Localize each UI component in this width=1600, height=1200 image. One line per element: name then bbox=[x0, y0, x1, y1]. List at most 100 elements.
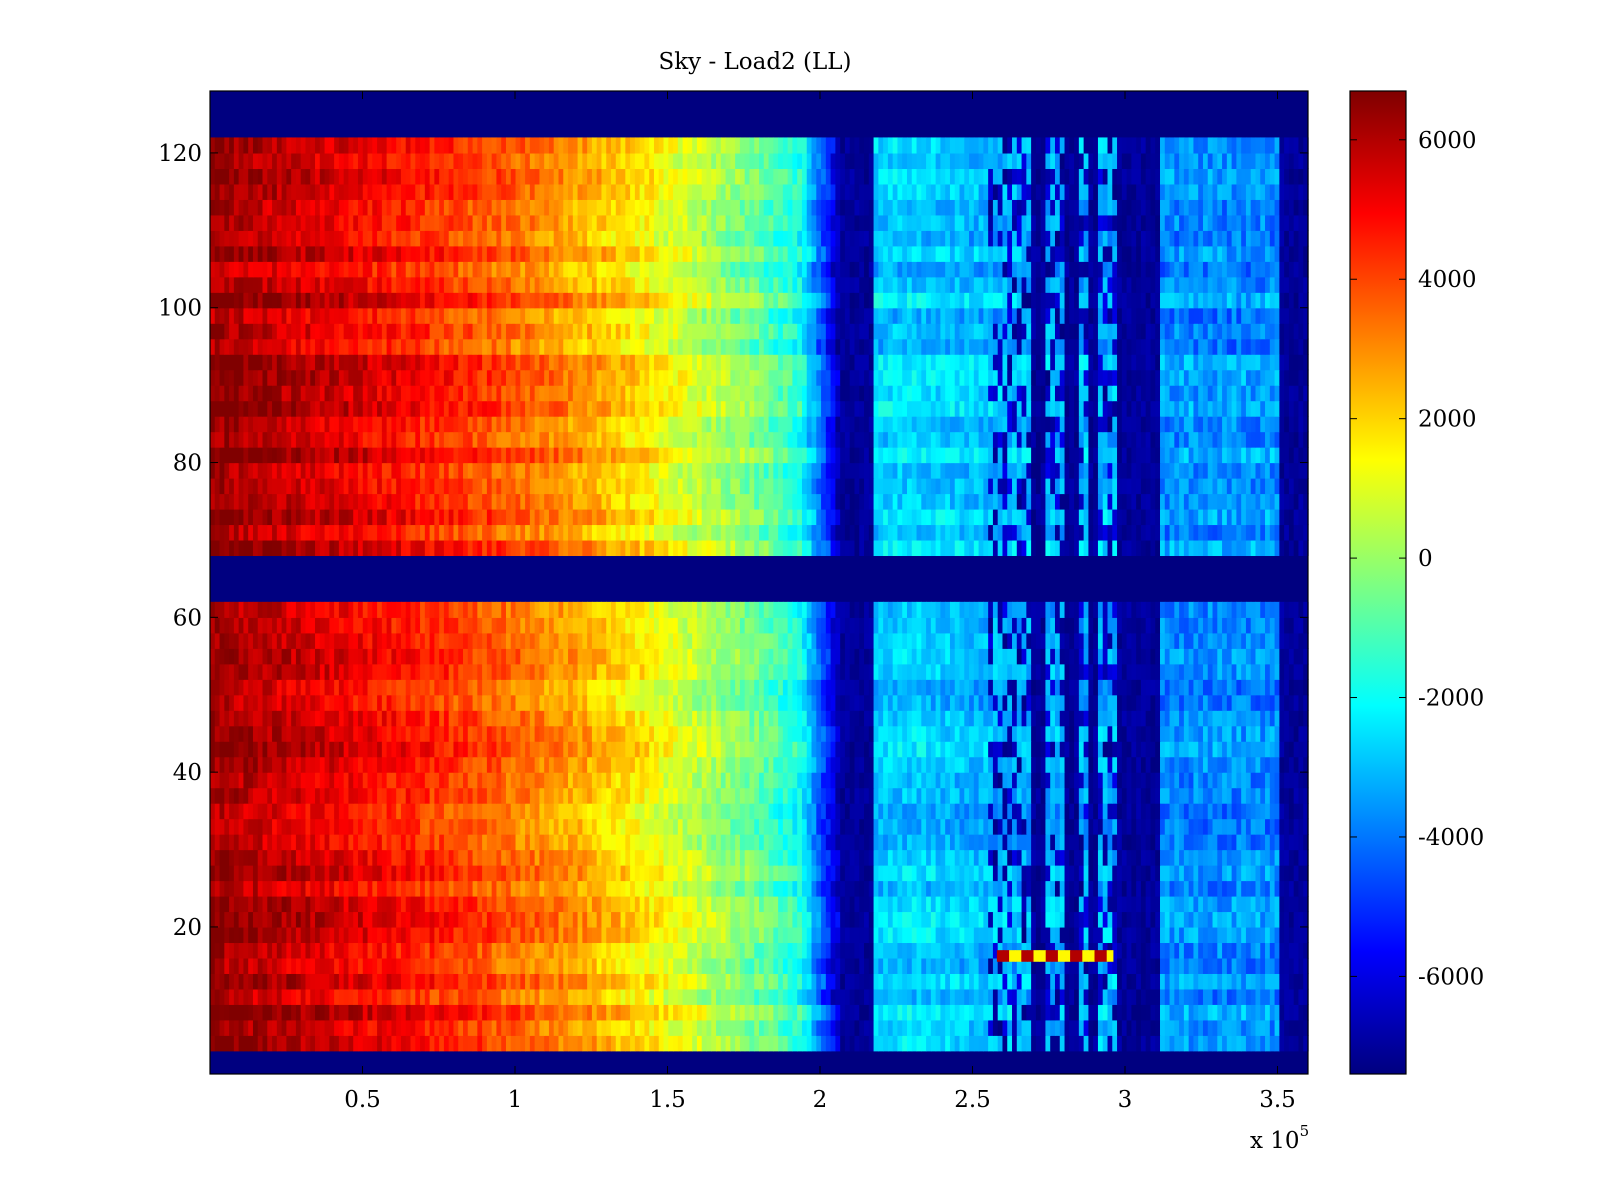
heatmap-cell bbox=[892, 942, 899, 959]
heatmap-cell bbox=[1093, 818, 1099, 835]
heatmap-cell bbox=[486, 725, 493, 742]
heatmap-cell bbox=[544, 1019, 550, 1036]
heatmap-cell bbox=[286, 818, 292, 835]
heatmap-cell bbox=[553, 1035, 560, 1052]
heatmap-cell bbox=[706, 1019, 712, 1036]
heatmap-cell bbox=[773, 895, 779, 913]
heatmap-cell bbox=[353, 725, 359, 742]
heatmap-cell bbox=[477, 1004, 483, 1021]
heatmap-cell bbox=[529, 1035, 536, 1052]
heatmap-cell bbox=[1002, 1004, 1008, 1021]
heatmap-cell bbox=[782, 880, 789, 897]
heatmap-cell bbox=[835, 865, 841, 882]
heatmap-cell bbox=[883, 988, 889, 1005]
heatmap-cell bbox=[1054, 1019, 1061, 1036]
heatmap-cell bbox=[367, 803, 373, 820]
heatmap-cell bbox=[491, 895, 498, 913]
heatmap-cell bbox=[243, 865, 249, 882]
heatmap-cell bbox=[696, 772, 703, 789]
heatmap-cell bbox=[315, 865, 321, 882]
heatmap-cell bbox=[634, 911, 641, 928]
heatmap-cell bbox=[782, 834, 789, 851]
heatmap-cell bbox=[587, 988, 593, 1005]
heatmap-cell bbox=[711, 1004, 717, 1021]
heatmap-cell bbox=[1007, 787, 1013, 804]
heatmap-cell bbox=[572, 725, 579, 742]
heatmap-cell bbox=[1207, 772, 1214, 789]
heatmap-cell bbox=[448, 926, 455, 944]
heatmap-cell bbox=[1265, 926, 1271, 944]
heatmap-cell bbox=[720, 942, 727, 959]
heatmap-cell bbox=[1083, 818, 1089, 835]
heatmap-cell bbox=[673, 756, 679, 773]
heatmap-cell bbox=[515, 849, 521, 866]
heatmap-cell bbox=[400, 895, 407, 913]
heatmap-cell bbox=[1164, 787, 1171, 804]
heatmap-cell bbox=[639, 895, 646, 913]
heatmap-cell bbox=[367, 849, 373, 866]
heatmap-cell bbox=[372, 988, 378, 1005]
heatmap-cell bbox=[1250, 973, 1257, 990]
heatmap-cell bbox=[711, 756, 717, 773]
heatmap-cell bbox=[1035, 973, 1042, 990]
heatmap-cell bbox=[596, 772, 603, 789]
heatmap-cell bbox=[257, 865, 264, 882]
heatmap-cell bbox=[372, 772, 378, 789]
heatmap-cell bbox=[606, 911, 612, 928]
heatmap-cell bbox=[935, 756, 941, 773]
heatmap-cell bbox=[338, 772, 345, 789]
heatmap-cell bbox=[367, 756, 373, 773]
heatmap-cell bbox=[840, 1035, 846, 1052]
heatmap-cell bbox=[482, 911, 488, 928]
heatmap-cell bbox=[658, 1004, 665, 1021]
heatmap-cell bbox=[510, 911, 517, 928]
heatmap-cell bbox=[649, 865, 655, 882]
heatmap-cell bbox=[496, 818, 502, 835]
heatmap-cell bbox=[544, 1035, 550, 1052]
heatmap-cell bbox=[315, 756, 321, 773]
heatmap-cell bbox=[739, 957, 746, 974]
heatmap-cell bbox=[1031, 973, 1037, 990]
heatmap-cell bbox=[754, 911, 760, 928]
heatmap-cell bbox=[424, 865, 431, 882]
heatmap-cell bbox=[997, 1004, 1004, 1021]
heatmap-cell bbox=[649, 725, 655, 742]
heatmap-cell bbox=[1026, 880, 1032, 897]
heatmap-cell bbox=[1274, 849, 1280, 866]
heatmap-cell bbox=[692, 1004, 698, 1021]
heatmap-cell bbox=[1212, 895, 1218, 913]
heatmap-cell bbox=[525, 818, 531, 835]
heatmap-cell bbox=[1069, 725, 1075, 742]
heatmap-cell bbox=[224, 787, 230, 804]
heatmap-cell bbox=[1117, 849, 1123, 866]
heatmap-cell bbox=[391, 1019, 397, 1036]
heatmap-cell bbox=[252, 926, 259, 944]
heatmap-cell bbox=[720, 911, 727, 928]
heatmap-cell bbox=[443, 1019, 450, 1036]
heatmap-cell bbox=[1074, 725, 1080, 742]
heatmap-cell bbox=[1126, 772, 1132, 789]
heatmap-cell bbox=[1222, 988, 1228, 1005]
heatmap-cell bbox=[649, 849, 655, 866]
heatmap-cell bbox=[252, 787, 259, 804]
heatmap-cell bbox=[1021, 803, 1027, 820]
heatmap-cell bbox=[701, 988, 708, 1005]
heatmap-cell bbox=[1026, 1019, 1032, 1036]
heatmap-cell bbox=[1169, 865, 1175, 882]
heatmap-cell bbox=[572, 973, 579, 990]
heatmap-cell bbox=[716, 973, 722, 990]
heatmap-cell bbox=[1183, 834, 1190, 851]
heatmap-cell bbox=[1054, 834, 1061, 851]
heatmap-cell bbox=[214, 988, 221, 1005]
heatmap-cell bbox=[463, 803, 469, 820]
heatmap-cell bbox=[563, 942, 569, 959]
heatmap-cell bbox=[286, 1019, 292, 1036]
heatmap-cell bbox=[295, 834, 302, 851]
heatmap-cell bbox=[787, 926, 794, 944]
heatmap-cell bbox=[754, 741, 760, 758]
heatmap-cell bbox=[844, 756, 851, 773]
heatmap-cell bbox=[257, 772, 264, 789]
heatmap-cell bbox=[1207, 865, 1214, 882]
heatmap-cell bbox=[1179, 741, 1185, 758]
heatmap-cell bbox=[1088, 926, 1094, 944]
